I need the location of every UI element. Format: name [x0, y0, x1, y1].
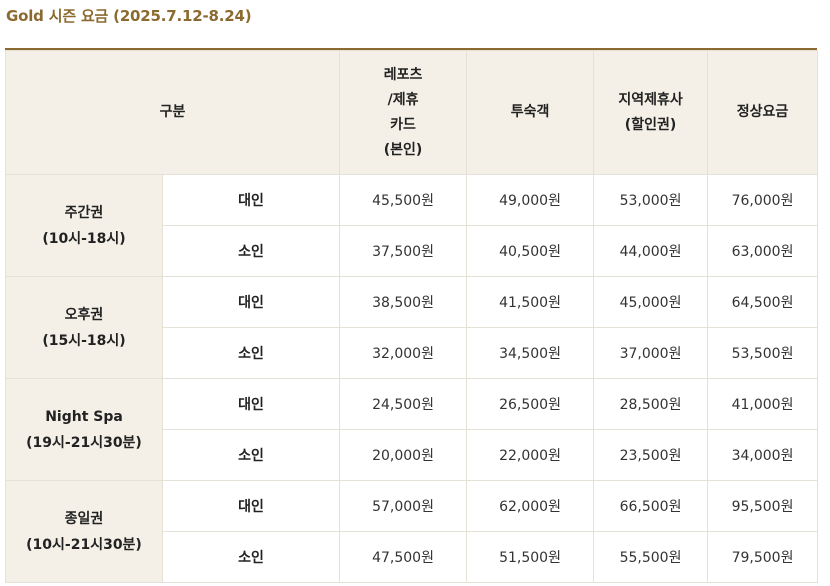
price-cell: 79,500원 [707, 531, 819, 583]
price-cell: 55,500원 [593, 531, 709, 583]
header-text-line: 레포츠 [383, 66, 423, 83]
ticket-name: Night Spa [45, 408, 123, 425]
ticket-hours: (10시-18시) [42, 230, 126, 247]
price-cell: 64,500원 [707, 276, 819, 328]
header-regular-price: 정상요금 [707, 50, 819, 175]
header-text-line: 지역제휴사 [618, 91, 683, 108]
price-cell: 37,000원 [593, 327, 709, 379]
table-row: Night Spa (19시-21시30분) 대인 24,500원 26,500… [5, 378, 819, 481]
header-text-line: 투숙객 [510, 104, 550, 120]
price-cell: 53,000원 [593, 174, 709, 226]
ticket-name: 오후권 [64, 306, 104, 323]
ticket-type-cell: 주간권 (10시-18시) [5, 174, 163, 277]
table-row: 주간권 (10시-18시) 대인 45,500원 49,000원 53,000원… [5, 174, 819, 277]
price-cell: 41,500원 [466, 276, 595, 328]
price-cell: 40,500원 [466, 225, 595, 277]
category-header: 구분 [4, 50, 341, 175]
table-row: 소인 32,000원 34,500원 37,000원 53,500원 [6, 327, 819, 379]
table-row: 소인 20,000원 22,000원 23,500원 34,000원 [6, 429, 819, 481]
ticket-hours: (10시-21시30분) [26, 536, 142, 553]
table-row: 오후권 (15시-18시) 대인 38,500원 41,500원 45,000원… [5, 276, 819, 379]
table-row: 소인 37,500원 40,500원 44,000원 63,000원 [6, 225, 819, 277]
price-cell: 41,000원 [707, 378, 819, 430]
price-cell: 47,500원 [339, 531, 468, 583]
price-cell: 23,500원 [593, 429, 709, 481]
ticket-name: 종일권 [64, 510, 104, 527]
age-label: 대인 [161, 276, 341, 328]
age-label: 대인 [161, 480, 341, 532]
header-text-line: 정상요금 [736, 104, 789, 120]
ticket-name: 주간권 [64, 204, 104, 221]
price-cell: 76,000원 [707, 174, 819, 226]
age-label: 소인 [161, 327, 341, 379]
table-header-row: 구분 레포츠 /제휴 카드 (본인) 투숙객 지역제휴사 (할인권) 정상요금 [4, 50, 819, 175]
age-label: 소인 [161, 429, 341, 481]
price-cell: 44,000원 [593, 225, 709, 277]
price-cell: 22,000원 [466, 429, 595, 481]
price-cell: 49,000원 [466, 174, 595, 226]
price-cell: 63,000원 [707, 225, 819, 277]
price-cell: 62,000원 [466, 480, 595, 532]
price-cell: 24,500원 [339, 378, 468, 430]
price-cell: 28,500원 [593, 378, 709, 430]
header-leisure-card: 레포츠 /제휴 카드 (본인) [339, 50, 468, 175]
price-cell: 66,500원 [593, 480, 709, 532]
price-cell: 34,000원 [707, 429, 819, 481]
price-cell: 45,000원 [593, 276, 709, 328]
price-cell: 38,500원 [339, 276, 468, 328]
price-cell: 57,000원 [339, 480, 468, 532]
header-text-line: 카드 [390, 116, 416, 133]
ticket-type-cell: 종일권 (10시-21시30분) [5, 480, 163, 583]
table-row: 소인 47,500원 51,500원 55,500원 79,500원 [6, 531, 819, 583]
price-cell: 51,500원 [466, 531, 595, 583]
age-label: 소인 [161, 531, 341, 583]
price-cell: 53,500원 [707, 327, 819, 379]
price-cell: 45,500원 [339, 174, 468, 226]
ticket-hours: (19시-21시30분) [26, 434, 142, 451]
price-cell: 26,500원 [466, 378, 595, 430]
price-cell: 34,500원 [466, 327, 595, 379]
ticket-hours: (15시-18시) [42, 332, 126, 349]
age-label: 대인 [161, 378, 341, 430]
header-text-line: (할인권) [624, 116, 677, 133]
header-local-partner: 지역제휴사 (할인권) [593, 50, 709, 175]
title-divider [5, 48, 817, 50]
ticket-type-cell: Night Spa (19시-21시30분) [5, 378, 163, 481]
rate-table: 구분 레포츠 /제휴 카드 (본인) 투숙객 지역제휴사 (할인권) 정상요금 … [4, 50, 819, 583]
price-cell: 95,500원 [707, 480, 819, 532]
table-row: 종일권 (10시-21시30분) 대인 57,000원 62,000원 66,5… [5, 480, 819, 583]
ticket-type-cell: 오후권 (15시-18시) [5, 276, 163, 379]
page-title: Gold 시즌 요금 (2025.7.12-8.24) [6, 7, 252, 25]
age-label: 대인 [161, 174, 341, 226]
age-label: 소인 [161, 225, 341, 277]
price-cell: 37,500원 [339, 225, 468, 277]
header-text-line: /제휴 [387, 91, 419, 108]
price-cell: 20,000원 [339, 429, 468, 481]
header-hotel-guest: 투숙객 [466, 50, 595, 175]
header-text-line: (본인) [383, 141, 423, 158]
price-cell: 32,000원 [339, 327, 468, 379]
